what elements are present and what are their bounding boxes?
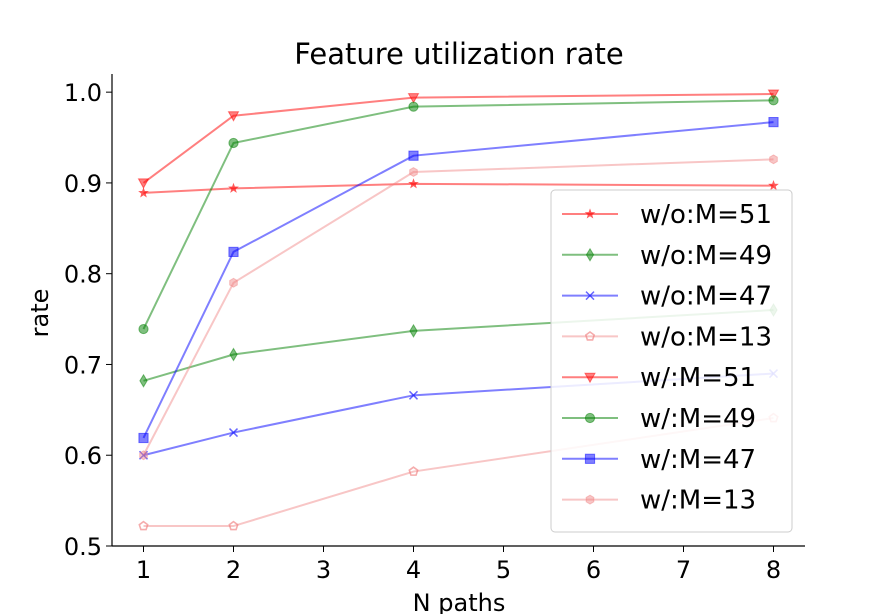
legend-entry: w/:M=13 [562, 486, 756, 516]
x-tick-label: 3 [316, 556, 331, 584]
legend-entry: w/:M=47 [562, 445, 756, 475]
legend-entry: w/:M=51 [562, 363, 756, 393]
y-tick-label: 0.8 [64, 261, 102, 289]
legend-marker [584, 453, 596, 464]
legend-label: w/o:M=51 [640, 200, 772, 230]
y-tick-label: 0.9 [64, 170, 102, 198]
data-point [138, 323, 149, 335]
data-point [408, 466, 419, 476]
data-point [769, 154, 778, 165]
axes: 1 2 3 4 5 6 7 8 0.5 0.6 0.7 0.8 0.9 1.0 [64, 74, 805, 584]
series-line [142, 92, 774, 184]
data-point [137, 178, 150, 189]
legend-label: w/o:M=13 [640, 322, 772, 352]
legend-label: w/:M=47 [640, 445, 756, 475]
series-4 [137, 89, 780, 189]
y-axis-label: rate [26, 289, 54, 338]
legend-entry: w/o:M=47 [562, 282, 772, 312]
series-6 [138, 117, 779, 444]
legend: w/o:M=51 w/o:M=49 w/o:M=47 w/o:M=13 w/:M=51 w… [550, 189, 793, 533]
x-tick-label: 6 [586, 556, 601, 584]
data-point [767, 89, 780, 100]
data-point [228, 520, 239, 531]
legend-label: w/o:M=49 [640, 241, 772, 271]
data-point [408, 390, 419, 400]
data-point [139, 373, 148, 388]
legend-label: w/:M=49 [640, 404, 756, 434]
data-point [408, 150, 419, 161]
series-0 [138, 178, 779, 198]
legend-label: w/:M=51 [640, 363, 756, 393]
x-tick-label: 4 [406, 556, 421, 584]
y-tick-label: 0.7 [64, 351, 102, 379]
data-point [228, 182, 239, 193]
series-7 [139, 154, 778, 461]
data-point [227, 111, 240, 122]
data-point [228, 246, 239, 258]
x-tick-label: 2 [226, 556, 241, 584]
legend-entry: w/o:M=51 [562, 200, 772, 230]
data-point [409, 323, 418, 338]
series-line [142, 121, 774, 439]
legend-marker [585, 291, 595, 301]
data-point [138, 520, 149, 531]
data-point [229, 277, 238, 288]
legend-entry: w/o:M=49 [562, 241, 772, 271]
y-tick-label: 0.5 [64, 533, 102, 561]
legend-label: w/:M=13 [640, 486, 756, 516]
data-point [407, 93, 420, 104]
legend-marker [584, 331, 596, 341]
y-tick-label: 0.6 [64, 442, 102, 470]
x-tick-label: 7 [676, 556, 691, 584]
series-line [142, 158, 774, 456]
legend-entry: w/:M=49 [562, 404, 756, 434]
series-5 [138, 95, 779, 335]
chart-title: Feature utilization rate [294, 37, 623, 71]
x-tick-label: 1 [136, 556, 151, 584]
data-point [768, 180, 779, 191]
legend-box [550, 189, 793, 533]
data-point [138, 432, 149, 444]
y-tick-label: 1.0 [64, 79, 102, 107]
data-point [768, 117, 779, 128]
data-point [228, 137, 239, 149]
data-point [139, 450, 148, 461]
data-point [228, 428, 239, 438]
data-point [409, 167, 418, 178]
data-point [768, 95, 779, 106]
data-point [229, 347, 238, 362]
legend-entry: w/o:M=13 [562, 322, 772, 352]
legend-marker [585, 494, 595, 505]
data-point [138, 450, 149, 460]
legend-marker [584, 208, 596, 219]
legend-marker [585, 247, 595, 262]
x-tick-label: 5 [496, 556, 511, 584]
series-line [142, 99, 774, 330]
series-line [143, 182, 774, 194]
legend-marker [584, 372, 596, 384]
data-point [408, 178, 419, 189]
x-tick-label: 8 [766, 556, 781, 584]
legend-label: w/o:M=47 [640, 282, 772, 312]
data-point [138, 187, 149, 198]
legend-marker [584, 412, 596, 424]
x-axis-label: N paths [413, 589, 506, 614]
data-point [408, 101, 419, 112]
